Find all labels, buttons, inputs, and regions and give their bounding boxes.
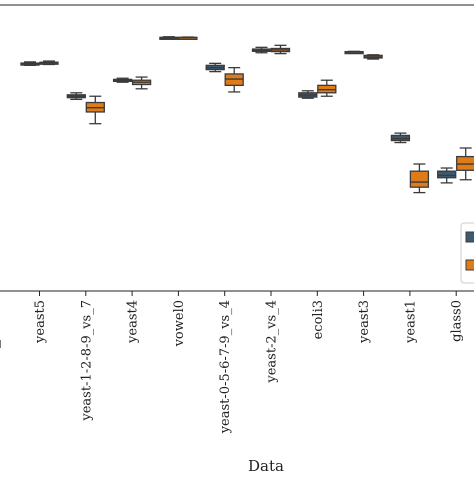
legend xyxy=(460,222,474,284)
x-tick-label: yeast-2_vs_4 xyxy=(265,300,280,384)
box-series2 xyxy=(85,95,105,125)
legend-swatch-series2 xyxy=(465,259,474,271)
box-series1 xyxy=(298,90,318,99)
box-series1 xyxy=(20,61,40,66)
box-series2 xyxy=(270,44,291,55)
box-series2 xyxy=(131,76,152,90)
x-tick-label: glass0 xyxy=(450,300,465,342)
legend-swatch-series1 xyxy=(465,231,474,243)
box-series2 xyxy=(178,36,198,40)
x-tick-labels: yeast5 yeast-1-2-8-9_vs_7 yeast4 vowel0 yeas… xyxy=(0,300,465,434)
box-body xyxy=(409,170,430,188)
box-series1 xyxy=(205,62,225,73)
x-tick-label: ecoli3 xyxy=(311,300,326,339)
box-series2 xyxy=(409,163,430,194)
box-series2 xyxy=(224,66,244,93)
x-tick-label: yeast5 xyxy=(33,300,48,344)
box-series2 xyxy=(456,147,474,181)
boxes-layer xyxy=(20,36,474,194)
axes-layer xyxy=(0,4,474,296)
box-series1 xyxy=(159,36,179,40)
box-series2 xyxy=(363,54,383,60)
box-series1 xyxy=(251,46,272,54)
box-series2 xyxy=(317,79,337,97)
box-body xyxy=(437,170,457,179)
x-tick-label: yeast-1-2-8-9_vs_7 xyxy=(79,300,94,422)
x-tick-label: vowel0 xyxy=(172,300,187,347)
box-series1 xyxy=(390,132,411,144)
box-series1 xyxy=(437,167,457,184)
box-series1 xyxy=(112,77,133,83)
x-tick-label: yeast-0-5-6-7-9_vs_4 xyxy=(218,300,233,434)
x-tick-label: yeast3 xyxy=(357,300,372,344)
x-tick-label: yeast4 xyxy=(126,300,141,344)
box-series1 xyxy=(66,92,86,101)
box-series1 xyxy=(344,50,364,55)
x-tick-label: yeast1 xyxy=(403,300,418,344)
x-axis-title: Data xyxy=(248,457,284,474)
box-series2 xyxy=(39,60,59,66)
